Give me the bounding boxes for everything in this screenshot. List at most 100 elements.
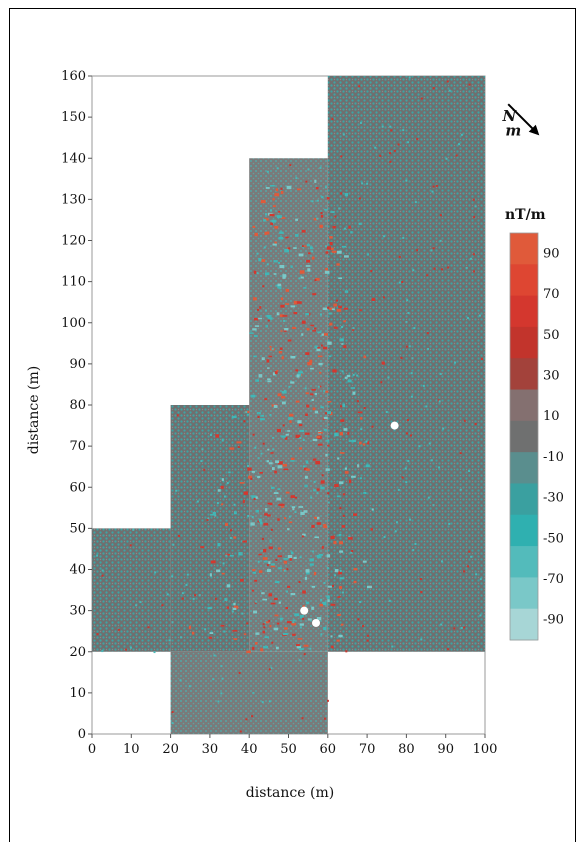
anomaly-mark	[317, 331, 322, 333]
anomaly-mark	[327, 401, 332, 403]
anomaly-mark	[427, 496, 430, 499]
anomaly-mark	[312, 458, 317, 461]
anomaly-mark	[283, 389, 286, 392]
anomaly-mark	[304, 387, 307, 390]
anomaly-mark	[341, 591, 344, 594]
anomaly-mark	[216, 502, 219, 505]
x-axis-label: distance (m)	[246, 785, 334, 801]
anomaly-mark	[229, 554, 234, 557]
anomaly-mark	[324, 270, 330, 274]
north-arrow-icon: N m	[502, 103, 540, 139]
anomaly-mark	[302, 617, 305, 620]
anomaly-mark	[425, 405, 428, 408]
anomaly-mark	[290, 592, 296, 596]
bright-spot	[390, 421, 399, 430]
anomaly-mark	[311, 585, 316, 588]
anomaly-mark	[340, 452, 345, 454]
anomaly-mark	[260, 418, 265, 421]
anomaly-mark	[301, 320, 306, 324]
anomaly-mark	[323, 717, 326, 720]
y-tick-label: 150	[61, 110, 86, 125]
anomaly-mark	[445, 157, 448, 160]
anomaly-mark	[277, 393, 282, 397]
anomaly-mark	[117, 628, 120, 631]
anomaly-mark	[426, 332, 429, 335]
anomaly-mark	[455, 154, 458, 157]
anomaly-mark	[260, 414, 264, 417]
anomaly-mark	[271, 219, 277, 223]
anomaly-mark	[440, 623, 443, 626]
anomaly-mark	[329, 241, 333, 246]
y-tick-label: 50	[69, 521, 86, 536]
anomaly-mark	[266, 564, 269, 567]
anomaly-mark	[350, 387, 356, 389]
anomaly-mark	[287, 585, 291, 588]
anomaly-mark	[322, 346, 328, 350]
anomaly-mark	[273, 273, 277, 275]
anomaly-mark	[366, 182, 369, 185]
anomaly-mark	[370, 528, 374, 531]
anomaly-mark	[404, 467, 407, 470]
anomaly-mark	[342, 514, 345, 517]
anomaly-mark	[475, 573, 478, 576]
anomaly-mark	[256, 272, 259, 275]
anomaly-mark	[278, 210, 281, 213]
anomaly-mark	[209, 632, 214, 635]
anomaly-mark	[262, 442, 265, 445]
anomaly-mark	[310, 367, 314, 370]
anomaly-mark	[291, 623, 297, 626]
anomaly-mark	[345, 650, 348, 653]
anomaly-mark	[463, 626, 466, 629]
anomaly-mark	[288, 247, 291, 250]
anomaly-mark	[315, 278, 320, 281]
anomaly-mark	[302, 590, 306, 594]
anomaly-mark	[320, 214, 324, 218]
anomaly-mark	[397, 488, 400, 491]
anomaly-mark	[320, 486, 325, 490]
anomaly-mark	[410, 395, 413, 398]
anomaly-mark	[166, 593, 169, 596]
anomaly-mark	[286, 568, 289, 571]
y-tick-label: 80	[69, 398, 86, 413]
anomaly-mark	[307, 618, 312, 621]
anomaly-mark	[361, 182, 364, 185]
anomaly-mark	[171, 621, 174, 624]
anomaly-mark	[317, 347, 321, 349]
anomaly-mark	[304, 245, 307, 248]
anomaly-mark	[129, 646, 132, 649]
anomaly-mark	[302, 465, 306, 468]
x-tick-label: 60	[320, 742, 337, 757]
anomaly-mark	[274, 225, 279, 229]
anomaly-mark	[253, 497, 256, 500]
anomaly-mark	[279, 617, 283, 621]
anomaly-mark	[269, 213, 275, 217]
anomaly-mark	[329, 322, 333, 326]
anomaly-mark	[254, 232, 258, 237]
anomaly-mark	[251, 589, 254, 592]
anomaly-mark	[330, 635, 333, 638]
anomaly-mark	[358, 197, 361, 200]
colorbar-segment	[510, 295, 538, 328]
anomaly-mark	[352, 373, 355, 376]
anomaly-mark	[287, 555, 293, 559]
anomaly-mark	[276, 370, 279, 372]
anomaly-mark	[292, 326, 297, 330]
anomaly-mark	[217, 543, 221, 547]
anomaly-mark	[365, 440, 368, 443]
anomaly-mark	[310, 393, 314, 396]
anomaly-mark	[335, 432, 338, 435]
anomaly-mark	[309, 359, 313, 364]
anomaly-mark	[226, 606, 230, 609]
anomaly-mark	[258, 518, 262, 522]
anomaly-mark	[357, 618, 360, 621]
x-tick-label: 70	[359, 742, 376, 757]
anomaly-mark	[276, 428, 282, 433]
anomaly-mark	[129, 544, 132, 547]
anomaly-mark	[344, 193, 349, 197]
anomaly-mark	[301, 245, 304, 248]
anomaly-mark	[331, 250, 337, 253]
anomaly-mark	[379, 154, 382, 157]
anomaly-mark	[296, 646, 302, 649]
y-tick-label: 70	[69, 439, 86, 454]
anomaly-mark	[225, 522, 228, 527]
